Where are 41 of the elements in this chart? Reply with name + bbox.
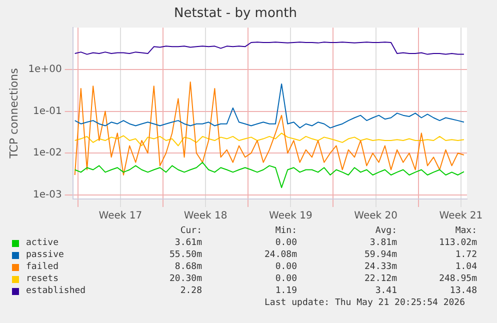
text: 20.30m: [168, 273, 202, 285]
text: 0.00: [274, 237, 297, 249]
y-tick-label: 1e-02: [32, 148, 62, 159]
legend-label: passive: [26, 249, 64, 261]
text: 24.33m: [363, 261, 397, 273]
text: 1.04: [454, 261, 477, 273]
text: Last update: Thu May 21 20:25:54 2026: [264, 297, 466, 309]
y-tick-label: 1e+00: [28, 64, 62, 76]
chart-title: Netstat - by month: [174, 6, 297, 22]
text: 2.28: [179, 285, 202, 297]
text: 59.94m: [363, 249, 397, 261]
legend-label: active: [26, 237, 59, 249]
x-tick-label: Week 20: [354, 210, 398, 222]
x-tick-label: Week 17: [98, 210, 142, 222]
legend-label: failed: [26, 261, 59, 273]
text: 1.72: [454, 249, 477, 261]
y-tick-label: 1e-01: [32, 106, 62, 117]
text: Avg:: [374, 225, 397, 237]
text: Max:: [454, 225, 477, 237]
text: 3.41: [374, 285, 397, 297]
text: 3.81m: [368, 237, 397, 249]
x-tick-label: Week 19: [269, 210, 312, 222]
text: 24.08m: [263, 249, 297, 261]
y-tick-label: 1e-03: [32, 190, 62, 201]
text: 13.48: [448, 285, 477, 297]
text: 55.50m: [168, 249, 202, 261]
text: 22.12m: [363, 273, 397, 285]
text: 1.19: [274, 285, 297, 297]
text: 248.95m: [438, 273, 477, 285]
y-axis-title: TCP connections: [7, 68, 20, 160]
text: 3.61m: [174, 237, 202, 249]
legend-label: established: [26, 285, 86, 297]
text: Cur:: [179, 225, 202, 237]
text: 0.00: [274, 261, 297, 273]
text: Min:: [274, 225, 297, 237]
x-tick-label: Week 21: [439, 210, 483, 222]
text: 113.02m: [438, 237, 477, 249]
text: 8.68m: [174, 261, 202, 273]
x-tick-label: Week 18: [184, 210, 228, 222]
text: 0.00: [274, 273, 297, 285]
legend-label: resets: [26, 273, 59, 285]
